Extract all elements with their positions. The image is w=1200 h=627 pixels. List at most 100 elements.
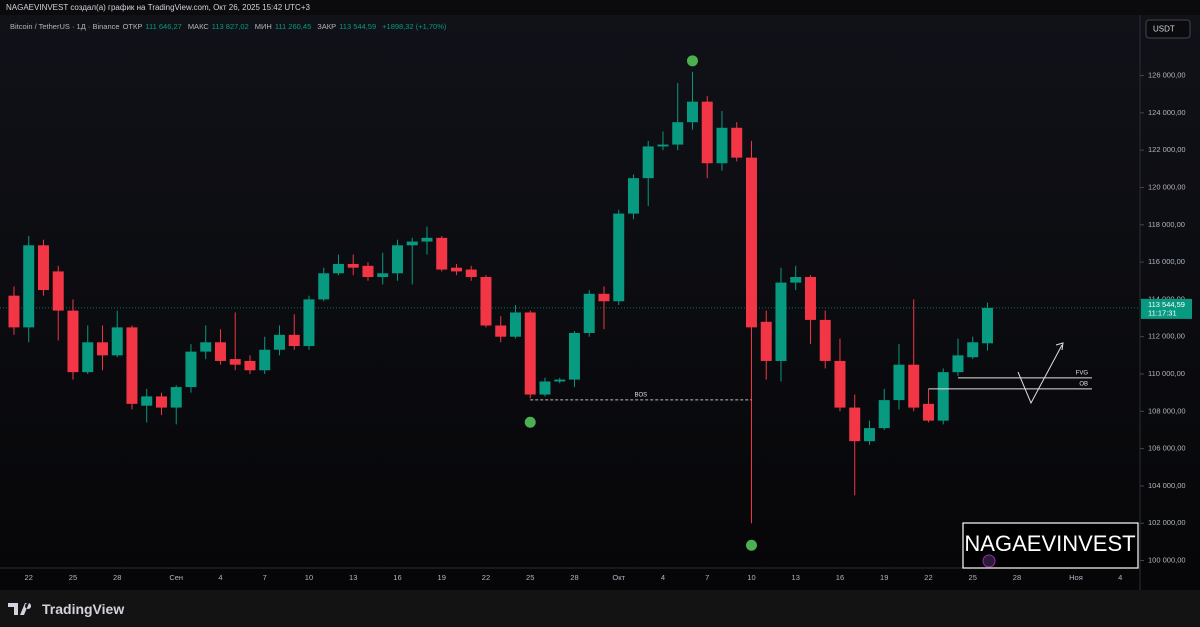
x-tick-label: 7 — [705, 573, 709, 582]
y-tick-label: 126 000,00 — [1148, 71, 1186, 80]
candle-body — [377, 273, 389, 278]
x-tick-label: 16 — [393, 573, 401, 582]
candle-body — [141, 396, 153, 406]
candle-body — [436, 237, 448, 270]
candle-body — [303, 299, 315, 347]
candle-body — [775, 282, 787, 361]
x-tick-label: 7 — [263, 573, 267, 582]
symbol: Bitcoin / TetherUS · 1Д · Binance — [10, 22, 120, 31]
candle-body — [111, 327, 123, 356]
candle-body — [96, 342, 108, 356]
candle-body — [922, 403, 934, 421]
last-price-label: 113 544,59 — [1148, 300, 1185, 309]
x-tick-label: 4 — [218, 573, 222, 582]
watermark: NAGAEVINVEST — [964, 531, 1135, 556]
legend-label: МАКС — [187, 22, 209, 31]
y-tick-label: 120 000,00 — [1148, 182, 1186, 191]
legend-label: ЗАКР — [317, 22, 337, 31]
currency: USDT — [1153, 25, 1175, 34]
legend-label: МИН — [254, 22, 272, 31]
x-tick-label: 22 — [25, 573, 33, 582]
candle-body — [613, 213, 625, 302]
annotation-label: FVG — [1076, 371, 1089, 377]
candle-body — [834, 360, 846, 408]
candle-body — [155, 396, 167, 408]
x-tick-label: 19 — [880, 573, 888, 582]
candle-body — [67, 310, 79, 373]
y-tick-label: 104 000,00 — [1148, 481, 1186, 490]
last-price-tag — [1141, 298, 1192, 319]
candle-body — [480, 277, 492, 326]
candle-body — [981, 307, 993, 344]
candle-body — [804, 277, 816, 320]
candle-body — [362, 265, 374, 278]
pivot-dot — [686, 55, 698, 67]
legend-value: 111 646,27 — [145, 22, 182, 31]
candle-body — [849, 407, 861, 442]
annotation-label: BOS — [635, 393, 648, 399]
legend-value: 113 544,59 — [339, 22, 377, 31]
x-tick-label: 22 — [482, 573, 490, 582]
candle-body — [421, 237, 433, 242]
candle-body — [8, 295, 20, 328]
candle-body — [318, 273, 330, 300]
annotation-label: OB — [1079, 382, 1088, 388]
x-tick-label: 25 — [969, 573, 977, 582]
candle-body — [819, 319, 831, 361]
candle-body — [185, 351, 197, 388]
candle-body — [524, 312, 536, 395]
candle-body — [288, 334, 300, 347]
candle-body — [701, 101, 713, 164]
footer: TradingView — [0, 590, 1200, 627]
pivot-dot — [745, 539, 757, 551]
candle-body — [23, 245, 35, 328]
candle-body — [391, 245, 403, 274]
event-icon[interactable] — [982, 554, 996, 568]
x-tick-label: 4 — [1118, 573, 1122, 582]
candle-body — [731, 127, 743, 158]
legend-value: 113 827,02 — [211, 22, 249, 31]
candle-body — [686, 101, 698, 123]
candle-body — [583, 293, 595, 333]
x-tick-label: 4 — [661, 573, 665, 582]
y-tick-label: 108 000,00 — [1148, 406, 1186, 415]
x-tick-label: 13 — [792, 573, 800, 582]
chart: USDT NAGAEVINVEST 100 000,00 102 000,00 10… — [0, 0, 1200, 590]
candle-body — [465, 269, 477, 278]
legend-label: ОТКР — [122, 22, 143, 31]
y-tick-label: 112 000,00 — [1148, 332, 1185, 341]
candle-body — [554, 379, 566, 382]
candle-body — [642, 146, 654, 179]
candle-body — [967, 342, 979, 358]
y-tick-label: 122 000,00 — [1148, 145, 1186, 154]
x-tick-label: 28 — [570, 573, 578, 582]
candle-body — [170, 387, 182, 408]
candle-body — [952, 355, 964, 373]
caption: NAGAEVINVEST создал(а) график на Trading… — [6, 3, 310, 12]
y-tick-label: 106 000,00 — [1148, 444, 1186, 453]
x-tick-label: 22 — [924, 573, 932, 582]
currency-box[interactable] — [1145, 19, 1191, 39]
y-tick-label: 118 000,00 — [1148, 220, 1185, 229]
legend-value: 111 260,45 — [274, 22, 312, 31]
candle-body — [539, 381, 551, 395]
legend-change: +1898,32 (+1,70%) — [382, 22, 447, 31]
projection-arrow — [1017, 344, 1063, 405]
candle-body — [760, 321, 772, 361]
y-tick-label: 100 000,00 — [1148, 556, 1186, 565]
x-tick-label: Сен — [169, 573, 183, 582]
candle-body — [716, 127, 728, 164]
candle-body — [214, 342, 226, 361]
candle-body — [893, 364, 905, 401]
pivot-dot — [524, 416, 536, 428]
candle-body — [657, 144, 669, 147]
candle-body — [273, 334, 285, 350]
candle-body — [450, 267, 462, 272]
candle-body — [406, 241, 418, 246]
candle-body — [908, 364, 920, 408]
y-tick-label: 124 000,00 — [1148, 108, 1186, 117]
arrow-head — [1055, 342, 1064, 351]
countdown: 11:17:31 — [1148, 308, 1177, 317]
y-tick-label: 110 000,00 — [1148, 369, 1185, 378]
